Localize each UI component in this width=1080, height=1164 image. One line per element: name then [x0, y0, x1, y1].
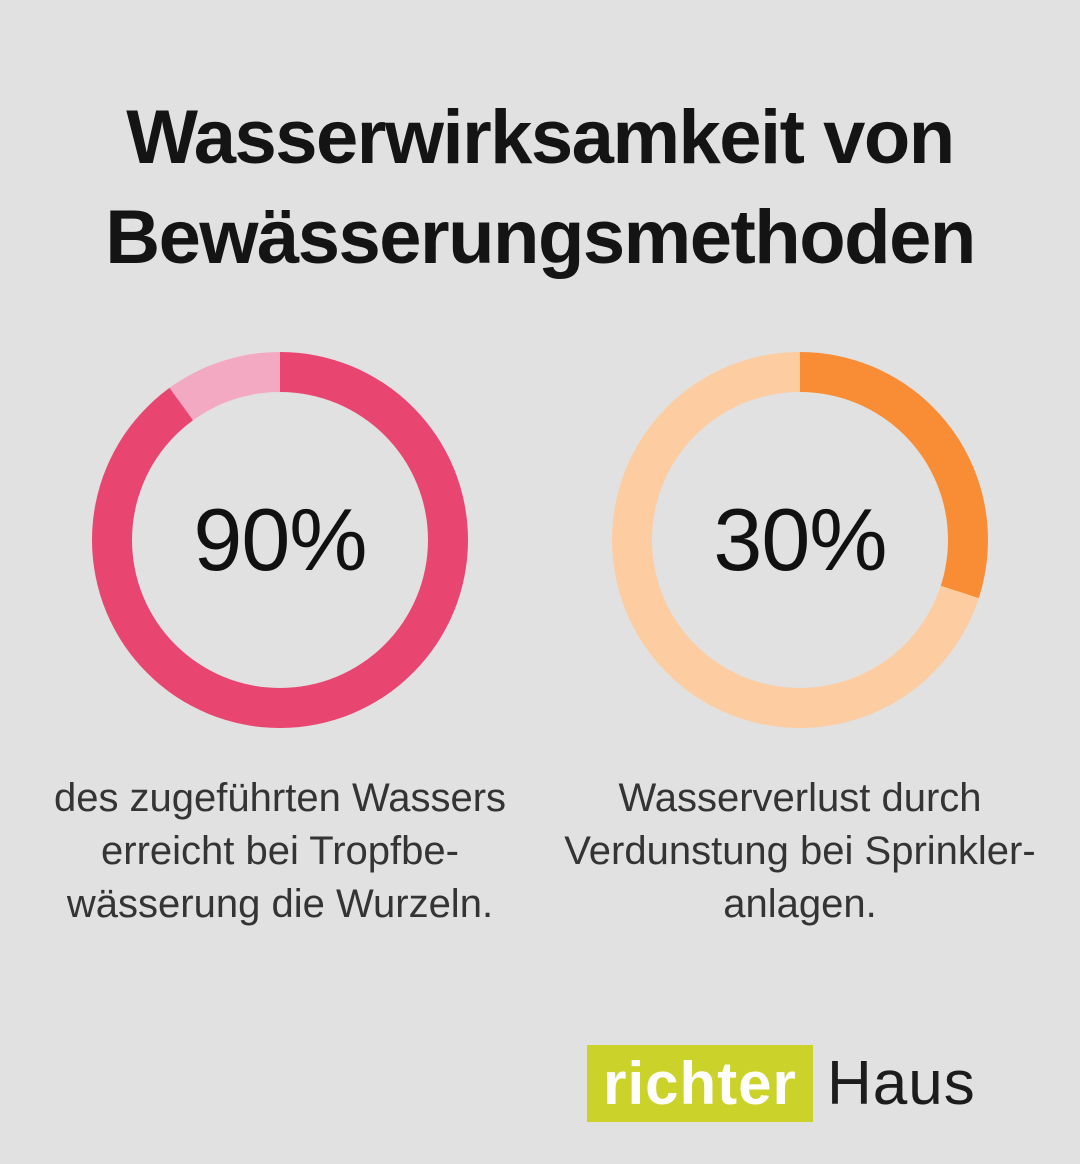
caption-line: erreicht bei Tropfbe- — [101, 829, 459, 873]
donut-hole — [652, 392, 948, 688]
caption-drip-irrigation: des zugeführten Wassers erreicht bei Tro… — [20, 772, 540, 931]
caption-line: Verdunstung bei Sprinkler- — [564, 829, 1036, 873]
donut-value-label-drip: 90% — [193, 490, 367, 589]
donut-value-label-sprinkler: 30% — [713, 490, 887, 589]
donut-chart-sprinkler: 30% — [612, 352, 988, 728]
caption-line: Wasserverlust durch — [618, 776, 982, 820]
brand-logo: richter Haus — [587, 1045, 976, 1122]
caption-line: wässerung die Wurzeln. — [66, 882, 494, 926]
title-line-2: Bewässerungsmethoden — [105, 195, 976, 280]
caption-sprinkler: Wasserverlust durch Verdunstung bei Spri… — [540, 772, 1060, 931]
caption-line: des zugeführten Wassers — [53, 776, 507, 820]
page-title: Wasserwirksamkeit von Bewässerungsmethod… — [0, 88, 1080, 288]
donut-chart-drip-irrigation: 90% — [92, 352, 468, 728]
brand-logo-richter-box: richter — [587, 1045, 813, 1122]
donut-hole — [132, 392, 428, 688]
title-line-1: Wasserwirksamkeit von — [126, 95, 955, 180]
caption-line: anlagen. — [723, 882, 877, 926]
brand-logo-haus-text: Haus — [827, 1049, 976, 1118]
